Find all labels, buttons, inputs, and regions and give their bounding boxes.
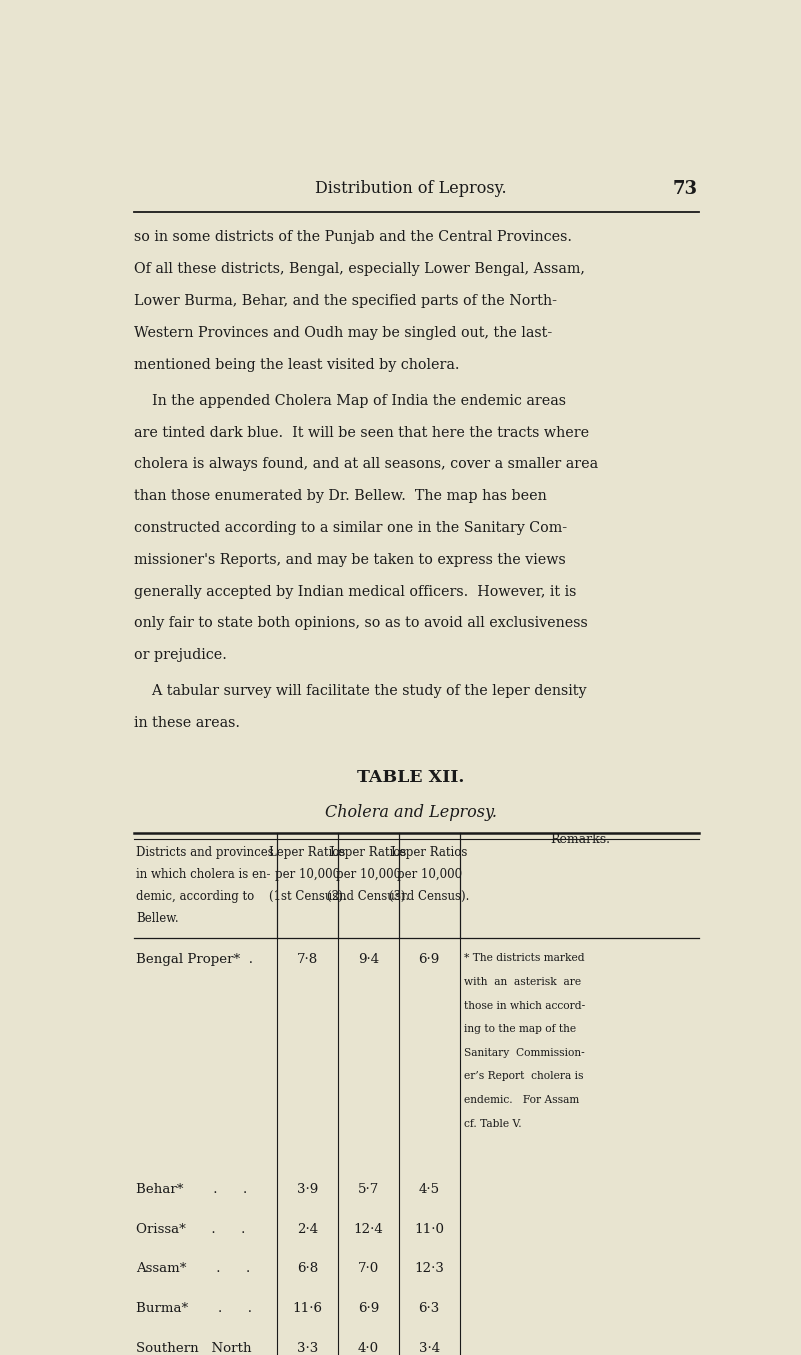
Text: with  an  asterisk  are: with an asterisk are — [464, 977, 581, 986]
Text: Leper Ratios: Leper Ratios — [269, 846, 346, 859]
Text: (3rd Census).: (3rd Census). — [389, 890, 469, 902]
Text: Distribution of Leprosy.: Distribution of Leprosy. — [315, 180, 506, 198]
Text: 4·0: 4·0 — [358, 1341, 379, 1355]
Text: (1st Census).: (1st Census). — [268, 890, 346, 902]
Text: 11·0: 11·0 — [414, 1222, 444, 1236]
Text: Districts and provinces: Districts and provinces — [136, 846, 274, 859]
Text: cholera is always found, and at all seasons, cover a smaller area: cholera is always found, and at all seas… — [135, 458, 598, 472]
Text: demic, according to: demic, according to — [136, 890, 255, 902]
Text: Bellew.: Bellew. — [136, 912, 179, 924]
Text: in these areas.: in these areas. — [135, 715, 240, 730]
Text: A tabular survey will facilitate the study of the leper density: A tabular survey will facilitate the stu… — [135, 684, 587, 698]
Text: 6·3: 6·3 — [418, 1302, 440, 1314]
Text: per 10,000: per 10,000 — [336, 869, 400, 881]
Text: TABLE XII.: TABLE XII. — [356, 768, 465, 786]
Text: er’s Report  cholera is: er’s Report cholera is — [464, 1072, 583, 1081]
Text: 7·0: 7·0 — [358, 1263, 379, 1275]
Text: 73: 73 — [672, 180, 698, 198]
Text: so in some districts of the Punjab and the Central Provinces.: so in some districts of the Punjab and t… — [135, 230, 572, 244]
Text: 3·4: 3·4 — [419, 1341, 440, 1355]
Text: Sanitary  Commission-: Sanitary Commission- — [464, 1047, 585, 1058]
Text: Leper Ratios: Leper Ratios — [391, 846, 467, 859]
Text: Burma*       .      .: Burma* . . — [136, 1302, 252, 1314]
Text: 9·4: 9·4 — [358, 954, 379, 966]
Text: per 10,000: per 10,000 — [275, 869, 340, 881]
Text: 12·4: 12·4 — [353, 1222, 383, 1236]
Text: per 10,000: per 10,000 — [396, 869, 461, 881]
Text: missioner's Reports, and may be taken to express the views: missioner's Reports, and may be taken to… — [135, 553, 566, 566]
Text: 6·9: 6·9 — [358, 1302, 379, 1314]
Text: those in which accord-: those in which accord- — [464, 1000, 586, 1011]
Text: Lower Burma, Behar, and the specified parts of the North-: Lower Burma, Behar, and the specified pa… — [135, 294, 557, 308]
Text: mentioned being the least visited by cholera.: mentioned being the least visited by cho… — [135, 358, 460, 371]
Text: endemic.   For Assam: endemic. For Assam — [464, 1095, 579, 1106]
Text: 2·4: 2·4 — [297, 1222, 318, 1236]
Text: in which cholera is en-: in which cholera is en- — [136, 869, 271, 881]
Text: cf. Table V.: cf. Table V. — [464, 1119, 521, 1129]
Text: * The districts marked: * The districts marked — [464, 954, 585, 963]
Text: 4·5: 4·5 — [419, 1183, 440, 1196]
Text: 6·8: 6·8 — [297, 1263, 318, 1275]
Text: 11·6: 11·6 — [292, 1302, 323, 1314]
Text: 6·9: 6·9 — [418, 954, 440, 966]
Text: (2nd Census).: (2nd Census). — [328, 890, 409, 902]
Text: 12·3: 12·3 — [414, 1263, 444, 1275]
Text: Western Provinces and Oudh may be singled out, the last-: Western Provinces and Oudh may be single… — [135, 327, 553, 340]
Text: Remarks.: Remarks. — [550, 833, 610, 847]
Text: Southern   North: Southern North — [136, 1341, 252, 1355]
Text: 3·9: 3·9 — [297, 1183, 318, 1196]
Text: Assam*       .      .: Assam* . . — [136, 1263, 251, 1275]
Text: are tinted dark blue.  It will be seen that here the tracts where: are tinted dark blue. It will be seen th… — [135, 425, 590, 439]
Text: Orissa*      .      .: Orissa* . . — [136, 1222, 245, 1236]
Text: than those enumerated by Dr. Bellew.  The map has been: than those enumerated by Dr. Bellew. The… — [135, 489, 547, 503]
Text: 5·7: 5·7 — [358, 1183, 379, 1196]
Text: generally accepted by Indian medical officers.  However, it is: generally accepted by Indian medical off… — [135, 584, 577, 599]
Text: Behar*       .      .: Behar* . . — [136, 1183, 248, 1196]
Text: constructed according to a similar one in the Sanitary Com-: constructed according to a similar one i… — [135, 520, 567, 535]
Text: ing to the map of the: ing to the map of the — [464, 1024, 576, 1034]
Text: 7·8: 7·8 — [297, 954, 318, 966]
Text: Of all these districts, Bengal, especially Lower Bengal, Assam,: Of all these districts, Bengal, especial… — [135, 263, 586, 276]
Text: or prejudice.: or prejudice. — [135, 648, 227, 663]
Text: In the appended Cholera Map of India the endemic areas: In the appended Cholera Map of India the… — [135, 394, 566, 408]
Text: Bengal Proper*  .: Bengal Proper* . — [136, 954, 253, 966]
Text: Leper Ratios: Leper Ratios — [330, 846, 406, 859]
Text: 3·3: 3·3 — [297, 1341, 318, 1355]
Text: Cholera and Leprosy.: Cholera and Leprosy. — [324, 805, 497, 821]
Text: only fair to state both opinions, so as to avoid all exclusiveness: only fair to state both opinions, so as … — [135, 617, 588, 630]
